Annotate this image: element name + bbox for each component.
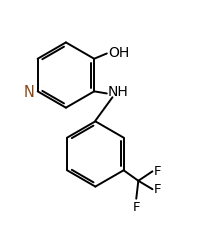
Text: OH: OH <box>108 47 129 61</box>
Text: F: F <box>132 201 140 214</box>
Text: F: F <box>154 165 162 178</box>
Text: NH: NH <box>108 85 129 99</box>
Text: F: F <box>154 183 162 196</box>
Text: N: N <box>24 85 35 100</box>
